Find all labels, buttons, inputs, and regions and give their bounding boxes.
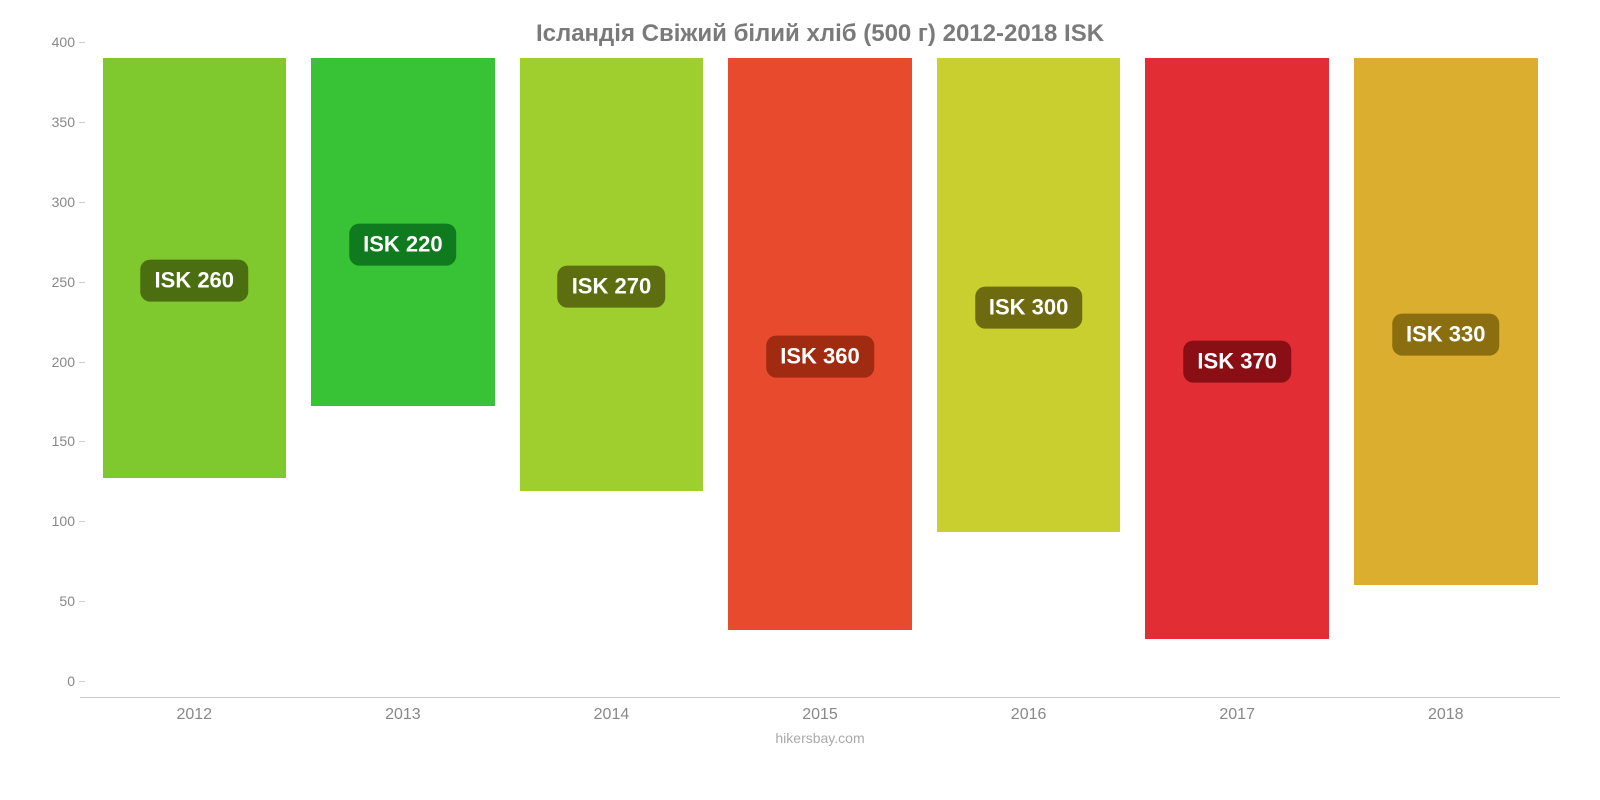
bar: ISK 360 <box>728 58 912 630</box>
bar-value-badge: ISK 360 <box>766 336 874 378</box>
bar: ISK 330 <box>1354 58 1538 585</box>
bar-value-badge: ISK 370 <box>1183 340 1291 382</box>
y-tick: 350 <box>30 114 75 130</box>
bar-slot: ISK 300 <box>924 58 1133 697</box>
y-tick: 250 <box>30 274 75 290</box>
y-tick: 150 <box>30 433 75 449</box>
y-tick: 200 <box>30 354 75 370</box>
bar-slot: ISK 270 <box>507 58 716 697</box>
attribution: hikersbay.com <box>80 730 1560 746</box>
bar: ISK 300 <box>937 58 1121 532</box>
bar-slot: ISK 330 <box>1341 58 1550 697</box>
bar-slot: ISK 360 <box>716 58 925 697</box>
bar-slot: ISK 260 <box>90 58 299 697</box>
x-label: 2012 <box>90 706 299 724</box>
y-tick: 0 <box>30 673 75 689</box>
x-label: 2017 <box>1133 706 1342 724</box>
y-tick: 100 <box>30 513 75 529</box>
bar-value-badge: ISK 220 <box>349 224 457 266</box>
bar-value-badge: ISK 270 <box>558 266 666 308</box>
bar-slot: ISK 370 <box>1133 58 1342 697</box>
y-axis: 050100150200250300350400 <box>30 58 75 697</box>
x-axis: 2012201320142015201620172018 <box>80 698 1560 724</box>
bar-value-badge: ISK 330 <box>1392 313 1500 355</box>
bar: ISK 270 <box>520 58 704 491</box>
bar: ISK 260 <box>103 58 287 478</box>
y-tick: 300 <box>30 194 75 210</box>
bar-value-badge: ISK 300 <box>975 287 1083 329</box>
x-label: 2013 <box>299 706 508 724</box>
chart-container: Ісландія Свіжий білий хліб (500 г) 2012-… <box>0 0 1600 800</box>
y-tick: 50 <box>30 593 75 609</box>
x-label: 2018 <box>1341 706 1550 724</box>
bars-wrap: ISK 260 ISK 220 ISK 270 ISK 360 ISK 300 ISK 3… <box>80 58 1560 697</box>
y-tick: 400 <box>30 34 75 50</box>
x-label: 2014 <box>507 706 716 724</box>
x-label: 2016 <box>924 706 1133 724</box>
bar-slot: ISK 220 <box>299 58 508 697</box>
plot-area: 050100150200250300350400 ISK 260ISK 220I… <box>80 58 1560 698</box>
x-label: 2015 <box>716 706 925 724</box>
chart-title: Ісландія Свіжий білий хліб (500 г) 2012-… <box>80 20 1560 48</box>
bar-value-badge: ISK 260 <box>141 260 249 302</box>
bar: ISK 370 <box>1145 58 1329 639</box>
bar: ISK 220 <box>311 58 495 406</box>
